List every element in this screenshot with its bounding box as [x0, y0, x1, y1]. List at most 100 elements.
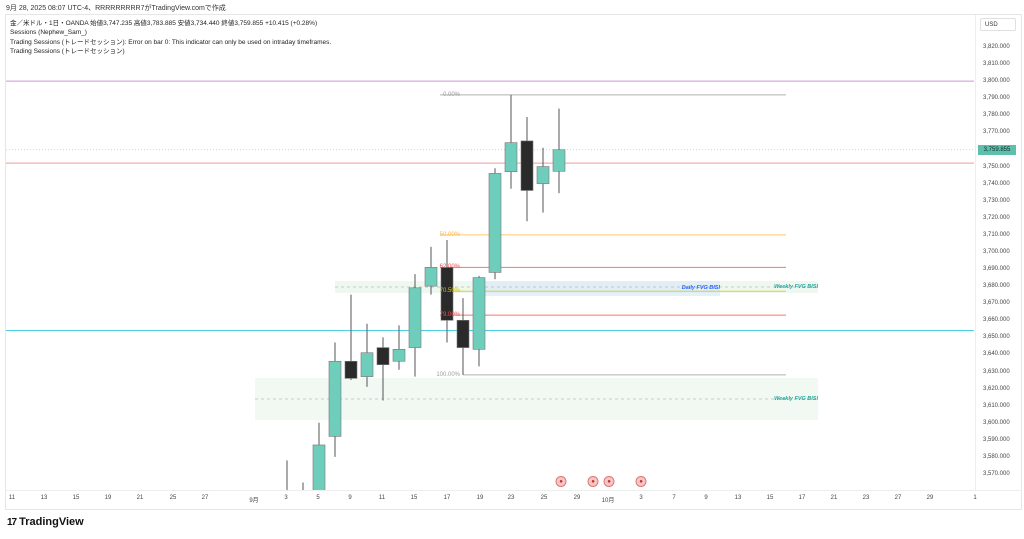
price-tick: 3,570.000 [983, 471, 1010, 477]
date-tick: 27 [201, 495, 209, 501]
date-tick: 11 [378, 495, 386, 501]
current-price-label: 3,759.855 [978, 144, 1016, 155]
fib-level-label: 62.00% [439, 264, 460, 271]
tradingview-logo-icon: 17 [7, 516, 17, 528]
chart-legend: 金／米ドル・1日・OANDA 始値3,747.235 高値3,783.885 安… [10, 19, 331, 56]
price-tick: 3,790.000 [983, 95, 1010, 102]
price-tick: 3,720.000 [983, 214, 1010, 221]
price-tick: 3,770.000 [983, 129, 1010, 136]
date-tick: 3 [639, 495, 643, 501]
price-axis[interactable] [975, 15, 1023, 490]
date-tick: 1 [973, 495, 977, 501]
us-economic-event-flag-icon[interactable]: ● [555, 476, 567, 487]
price-tick: 3,710.000 [983, 231, 1010, 238]
date-tick: 21 [136, 495, 144, 501]
price-tick: 3,750.000 [983, 163, 1010, 170]
date-tick: 15 [72, 495, 80, 501]
date-tick: 17 [443, 495, 451, 501]
us-economic-event-flag-icon[interactable]: ● [587, 476, 599, 487]
fib-level-label: 0.00% [442, 91, 460, 98]
candle-bearish [456, 319, 470, 348]
date-tick: 17 [798, 495, 806, 501]
price-tick: 3,700.000 [983, 248, 1010, 255]
candle-bullish [408, 287, 422, 348]
candle-bullish [360, 352, 374, 377]
price-tick: 3,650.000 [983, 334, 1010, 341]
us-economic-event-flag-icon[interactable]: ● [635, 476, 647, 487]
us-economic-event-flag-icon[interactable]: ● [603, 476, 615, 487]
candle-bullish [312, 444, 326, 490]
price-tick: 3,740.000 [983, 180, 1010, 187]
price-tick: 3,600.000 [983, 419, 1010, 426]
date-tick: 21 [830, 495, 838, 501]
date-tick: 3 [284, 495, 288, 501]
currency-button[interactable]: USD [980, 18, 1016, 31]
daily-fvg-zone [475, 281, 720, 296]
date-tick: 10月 [601, 498, 615, 504]
date-tick: 13 [40, 495, 48, 501]
plot-layer [6, 80, 974, 490]
fvg-label: Weekly FVG BISI [774, 396, 818, 402]
date-tick: 7 [672, 495, 676, 501]
date-tick: 5 [316, 495, 320, 501]
price-tick: 3,810.000 [983, 61, 1010, 68]
price-tick: 3,670.000 [983, 300, 1010, 307]
candle-bullish [488, 173, 502, 273]
candle-bullish [328, 360, 342, 437]
candle-bullish [536, 166, 550, 184]
chart-caption: 9月 28, 2025 08:07 UTC-4、RRRRRRRRR7がTradi… [6, 5, 226, 12]
price-tick: 3,630.000 [983, 368, 1010, 375]
candle-bullish [504, 142, 518, 172]
brand-name: TradingView [19, 516, 84, 528]
price-tick: 3,800.000 [983, 78, 1010, 85]
fib-level-label: 70.50% [439, 288, 460, 295]
indicator-trading-sessions-error[interactable]: Trading Sessions (トレードセッション): Error on b… [10, 38, 332, 46]
price-tick: 3,590.000 [983, 436, 1010, 443]
price-tick: 3,640.000 [983, 351, 1010, 358]
candle-bearish [344, 360, 358, 379]
candle-bullish [472, 277, 486, 350]
date-tick: 23 [862, 495, 870, 501]
fib-level-label: 79.00% [439, 312, 460, 319]
date-tick: 9 [704, 495, 708, 501]
date-tick: 19 [104, 495, 112, 501]
price-tick: 3,780.000 [983, 112, 1010, 119]
date-tick: 9 [348, 495, 352, 501]
date-tick: 19 [476, 495, 484, 501]
candle-bearish [440, 267, 454, 321]
price-tick: 3,690.000 [983, 266, 1010, 273]
fib-level-label: 50.00% [439, 231, 460, 238]
price-tick: 3,620.000 [983, 385, 1010, 392]
time-axis[interactable] [5, 490, 1022, 511]
indicator-trading-sessions[interactable]: Trading Sessions (トレードセッション) [10, 47, 125, 55]
date-tick: 29 [926, 495, 934, 501]
date-tick: 25 [540, 495, 548, 501]
date-tick: 27 [894, 495, 902, 501]
price-tick: 3,820.000 [983, 44, 1010, 50]
fvg-label: Daily FVG BISI [681, 285, 720, 291]
candle-bearish [376, 347, 390, 365]
date-tick: 25 [169, 495, 177, 501]
price-tick: 3,680.000 [983, 283, 1010, 290]
date-tick: 23 [507, 495, 515, 501]
date-tick: 9月 [249, 498, 259, 504]
fib-level-label: 100.00% [436, 371, 460, 378]
chart-area[interactable] [5, 14, 1022, 510]
price-tick: 3,730.000 [983, 197, 1010, 204]
indicator-sessions[interactable]: Sessions (Nephew_Sam_) [10, 29, 87, 37]
date-tick: 15 [410, 495, 418, 501]
candle-bullish [392, 349, 406, 362]
candle-bullish [424, 267, 438, 287]
price-tick: 3,580.000 [983, 453, 1010, 460]
candle-bearish [520, 140, 534, 191]
date-tick: 29 [573, 495, 581, 501]
tradingview-brand[interactable]: 17 TradingView [7, 516, 84, 528]
fvg-label: Weekly FVG BISI [774, 284, 818, 290]
symbol-ohlc[interactable]: 金／米ドル・1日・OANDA 始値3,747.235 高値3,783.885 安… [10, 20, 318, 27]
date-tick: 11 [8, 495, 16, 501]
date-tick: 13 [734, 495, 742, 501]
price-tick: 3,610.000 [983, 402, 1010, 409]
candle-bullish [552, 149, 566, 172]
price-tick: 3,660.000 [983, 317, 1010, 324]
